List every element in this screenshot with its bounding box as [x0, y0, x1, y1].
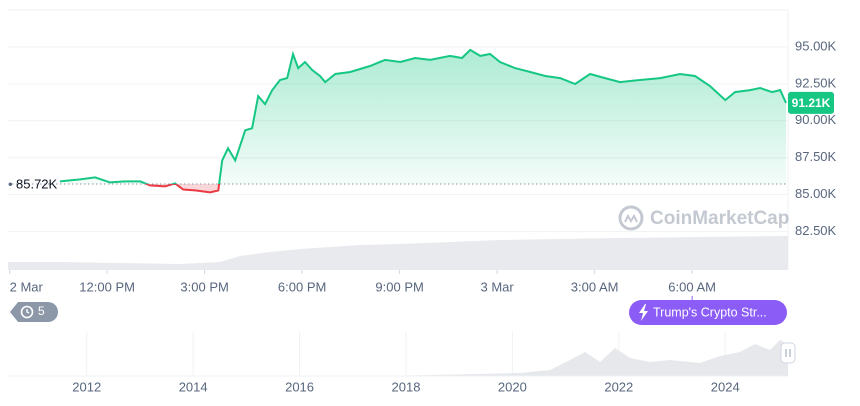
- y-tick-label: 82.50K: [795, 223, 837, 238]
- history-count: 5: [38, 304, 45, 318]
- y-tick-label: 95.00K: [795, 38, 837, 53]
- area-down: [60, 184, 786, 193]
- x-tick-label: 3:00 AM: [571, 279, 619, 294]
- navigator-tick-label: 2014: [179, 379, 208, 394]
- navigator-tick-label: 2020: [498, 379, 527, 394]
- event-icon: [639, 304, 648, 321]
- price-line-up: [59, 48, 787, 185]
- x-tick-label: 12:00 PM: [79, 279, 135, 294]
- x-tick-label: 3:00 PM: [180, 279, 228, 294]
- event-tag[interactable]: [629, 300, 787, 325]
- x-tick-label: 9:00 PM: [375, 279, 423, 294]
- navigator-tick-label: 2018: [392, 379, 421, 394]
- y-tick-label: 85.00K: [795, 186, 837, 201]
- last-price-label: 91.21K: [792, 96, 831, 110]
- navigator-history: [380, 340, 788, 376]
- handle-grip: [785, 349, 791, 357]
- price-line-down: [144, 184, 221, 194]
- baseline-label: 85.72K: [16, 176, 58, 191]
- last-price-tag: [788, 91, 834, 114]
- x-tick-label: 3 Mar: [481, 279, 515, 294]
- navigator-tick-label: 2012: [72, 379, 101, 394]
- y-tick-label: 92.50K: [795, 75, 837, 90]
- event-label: Trump's Crypto Str...: [653, 305, 767, 319]
- navigator-handle[interactable]: [780, 342, 796, 364]
- x-tick-label: 6:00 AM: [668, 279, 716, 294]
- navigator-tick-label: 2024: [711, 379, 740, 394]
- navigator-tick-label: 2016: [285, 379, 314, 394]
- y-tick-label: 90.00K: [795, 112, 837, 127]
- history-badge[interactable]: 5: [10, 302, 58, 322]
- volume-area: [8, 236, 788, 270]
- watermark: CoinMarketCap: [618, 205, 789, 231]
- baseline-dot: •: [8, 176, 13, 191]
- x-tick-label: 2 Mar: [10, 279, 44, 294]
- y-tick-label: 87.50K: [795, 149, 837, 164]
- navigator-tick-label: 2022: [604, 379, 633, 394]
- x-tick-label: 6:00 PM: [278, 279, 326, 294]
- area-up: [60, 49, 786, 185]
- watermark-text: CoinMarketCap: [650, 208, 789, 229]
